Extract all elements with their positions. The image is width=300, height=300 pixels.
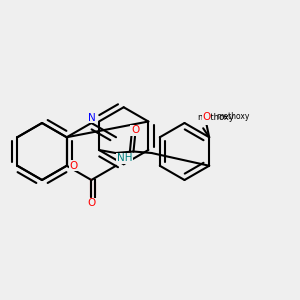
Text: N: N <box>88 112 96 123</box>
Text: methoxy: methoxy <box>198 113 235 122</box>
Text: methoxy: methoxy <box>216 112 249 121</box>
Text: O: O <box>131 125 139 136</box>
Text: O: O <box>202 112 210 122</box>
Text: NH: NH <box>117 153 133 164</box>
Text: O: O <box>69 161 77 171</box>
Text: O: O <box>201 114 209 124</box>
Text: O: O <box>87 198 95 208</box>
